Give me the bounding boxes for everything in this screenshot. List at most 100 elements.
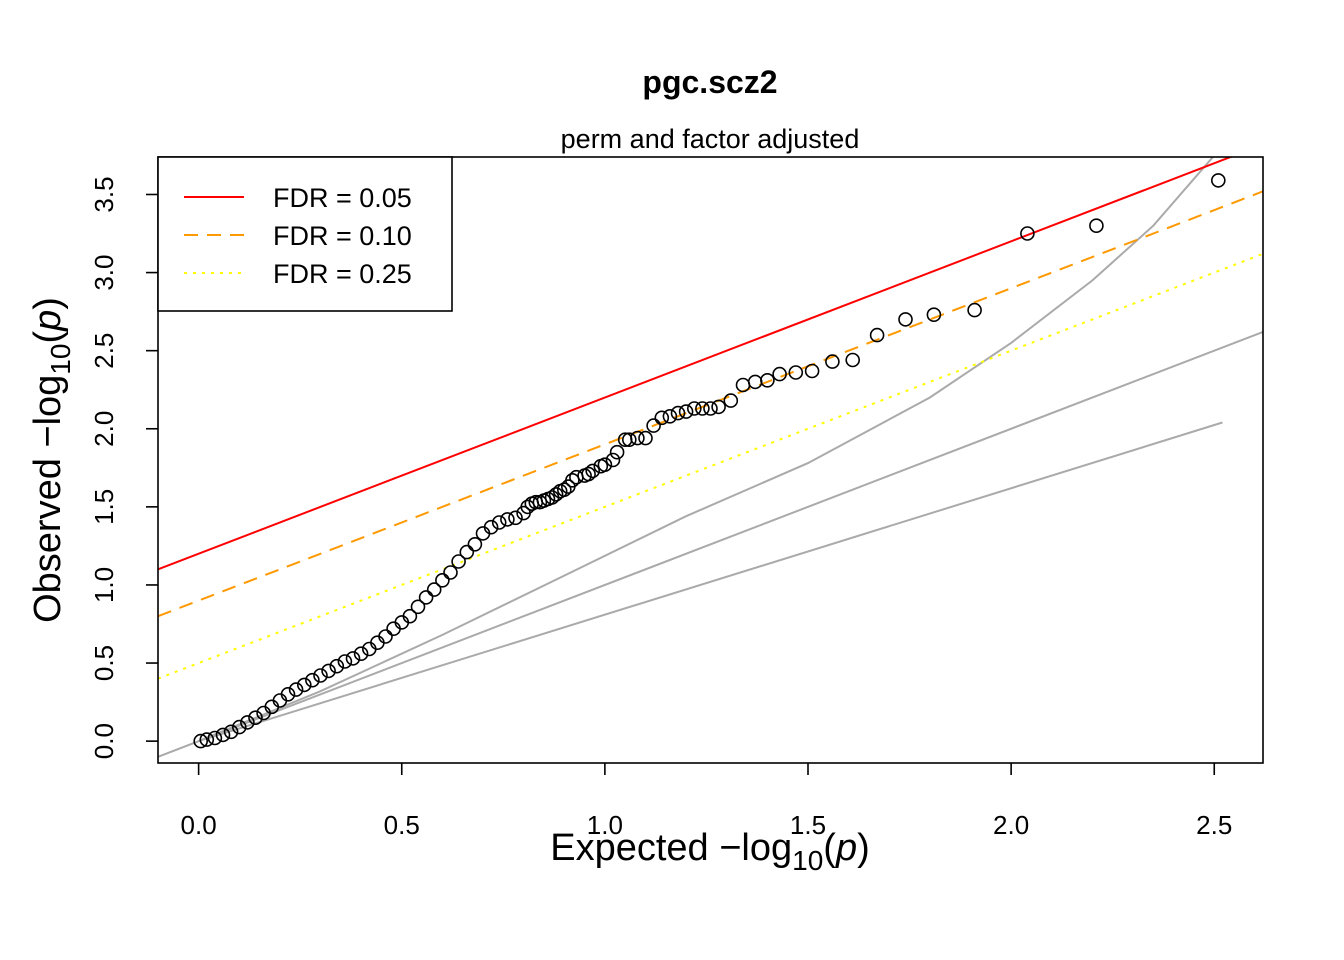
fdr-line-1: [158, 157, 1234, 571]
data-point: [703, 401, 718, 416]
y-axis-label-italic: p: [27, 310, 69, 332]
y-tick-label: 1.0: [89, 567, 119, 603]
data-point: [735, 377, 751, 393]
data-point: [475, 526, 491, 541]
data-point: [516, 505, 531, 521]
chart-subtitle: perm and factor adjusted: [561, 124, 860, 154]
data-point: [240, 715, 255, 730]
x-axis-label-subscript: 10: [792, 845, 823, 876]
x-tick-label: 0.5: [384, 810, 420, 840]
fdr-line-2: [158, 190, 1263, 618]
y-tick-label: 1.5: [89, 489, 119, 525]
data-point: [361, 641, 377, 657]
data-point: [467, 536, 483, 552]
data-point: [418, 590, 434, 605]
reference-line-upper-band: [198, 157, 1215, 743]
data-point: [609, 444, 625, 460]
y-axis-label-subscript: 10: [45, 344, 76, 375]
data-points: [193, 173, 1226, 749]
data-point: [207, 730, 223, 746]
data-point: [654, 410, 670, 426]
data-point: [646, 418, 661, 433]
data-point: [532, 494, 548, 510]
fdr-lines: [158, 157, 1263, 680]
data-point: [638, 430, 653, 446]
y-axis: 0.0 0.5 1.0 1.5 2.0 2.5 3.0 3.5: [89, 176, 158, 759]
data-point: [1020, 226, 1035, 241]
x-axis-label: Expected −log10(p): [550, 827, 870, 876]
data-point: [662, 408, 678, 424]
fdr-line-3: [158, 252, 1263, 680]
data-point: [869, 327, 885, 343]
data-point: [451, 554, 466, 569]
data-point: [670, 405, 686, 421]
data-point: [443, 565, 458, 580]
data-point: [321, 663, 336, 679]
y-tick-label: 0.0: [89, 723, 119, 759]
data-point: [772, 366, 787, 382]
data-point: [548, 487, 564, 502]
data-point: [329, 658, 345, 674]
data-point: [723, 393, 739, 408]
data-point: [193, 733, 208, 749]
data-point: [508, 510, 523, 526]
data-point: [337, 654, 353, 669]
data-point: [426, 582, 442, 597]
data-point: [524, 496, 540, 512]
reference-line-identity: [158, 330, 1263, 758]
data-point: [621, 432, 637, 448]
x-tick-label: 2.0: [993, 810, 1029, 840]
legend: FDR = 0.05 FDR = 0.10 FDR = 0.25: [157, 156, 453, 312]
reference-line-lower-band: [198, 421, 1223, 743]
y-tick-label: 3.0: [89, 254, 119, 290]
data-point: [1089, 218, 1104, 233]
y-tick-label: 3.5: [89, 176, 119, 212]
data-point: [288, 682, 304, 697]
data-point: [593, 458, 609, 474]
y-axis-label-prefix: Observed −log: [27, 375, 69, 623]
legend-label: FDR = 0.25: [273, 259, 412, 289]
data-point: [686, 401, 702, 416]
x-axis-label-open-paren: (: [823, 827, 836, 869]
x-axis-label-italic: p: [835, 827, 857, 869]
data-point: [678, 404, 694, 419]
x-tick-label: 2.5: [1196, 810, 1232, 840]
data-point: [747, 374, 763, 390]
reference-lines: [158, 157, 1263, 758]
data-point: [500, 512, 515, 527]
data-point: [560, 479, 576, 494]
data-point: [967, 302, 982, 318]
data-point: [825, 354, 840, 369]
data-point: [305, 672, 320, 688]
y-axis-label-close-paren: ): [27, 297, 69, 310]
data-point: [386, 621, 401, 637]
x-tick-label: 0.0: [181, 810, 217, 840]
y-tick-label: 0.5: [89, 645, 119, 681]
data-point: [569, 469, 584, 485]
data-point: [695, 401, 710, 416]
data-point: [248, 710, 263, 726]
data-point: [296, 677, 312, 693]
y-tick-label: 2.0: [89, 411, 119, 447]
data-point: [845, 352, 861, 368]
x-axis-label-close-paren: ): [857, 827, 870, 869]
data-point: [491, 515, 507, 530]
y-tick-label: 2.5: [89, 333, 119, 369]
data-point: [223, 724, 239, 740]
data-point: [605, 452, 621, 468]
x-tick-label: 1.5: [790, 810, 826, 840]
data-point: [788, 365, 804, 380]
data-point: [617, 432, 633, 448]
data-point: [1211, 173, 1226, 188]
data-point: [256, 705, 271, 721]
data-point: [711, 399, 726, 415]
data-point: [313, 668, 328, 683]
data-point: [215, 727, 231, 743]
chart-title: pgc.scz2: [642, 64, 777, 100]
x-axis: 0.0 0.5 1.0 1.5 2.0 2.5: [181, 763, 1232, 840]
data-point: [577, 468, 592, 483]
data-point: [435, 572, 450, 588]
data-point: [232, 719, 247, 735]
plot-frame: [157, 156, 1264, 764]
